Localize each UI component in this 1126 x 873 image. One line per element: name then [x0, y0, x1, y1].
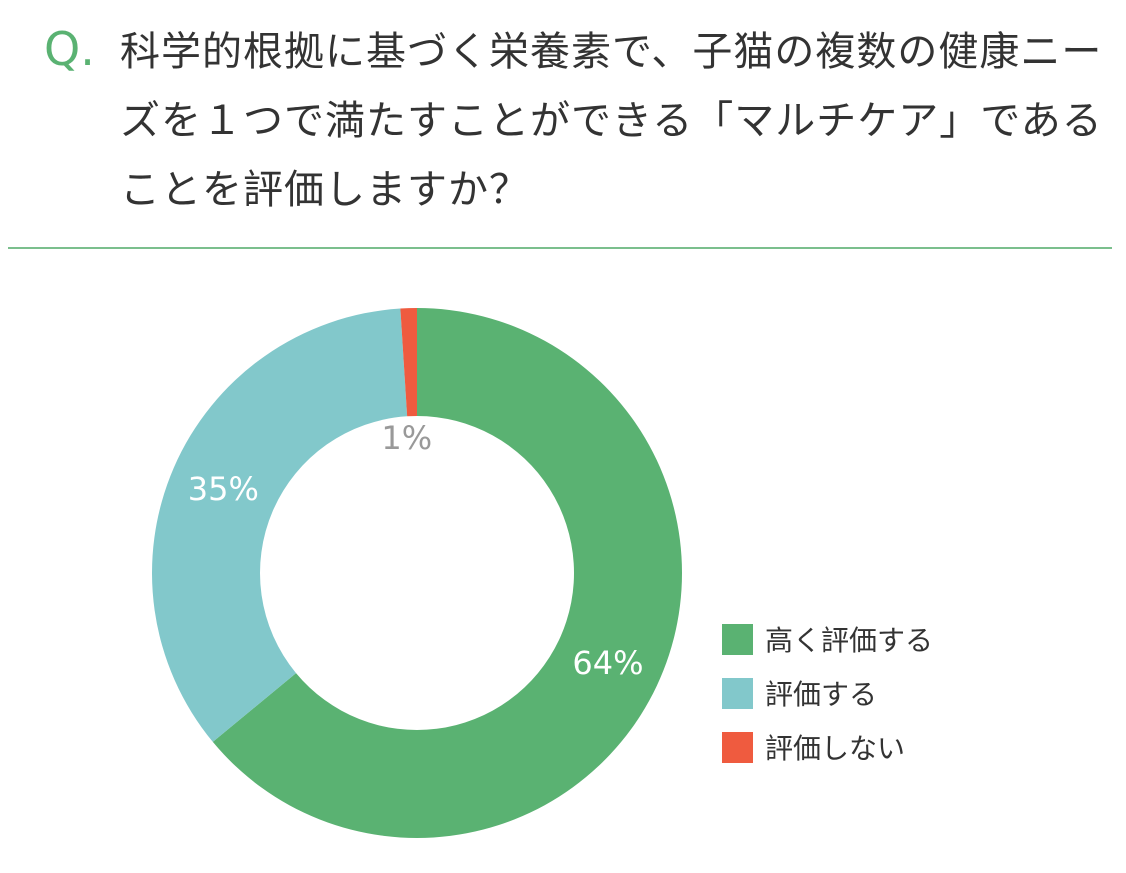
legend-label-high: 高く評価する — [765, 624, 934, 657]
slice-evaluate — [152, 308, 408, 742]
legend-swatch-evaluate — [722, 677, 753, 709]
question-mark: Q. — [44, 22, 95, 76]
legend: 高く評価する 評価する 評価しない — [722, 612, 933, 774]
divider — [8, 247, 1112, 249]
legend-swatch-not-evaluate — [722, 731, 753, 763]
question-block: Q. 科学的根拠に基づく栄養素で、子猫の複数の健康ニーズを１つで満たすことができ… — [44, 18, 1104, 225]
slice-not-evaluate — [400, 308, 417, 417]
legend-swatch-high — [722, 623, 753, 655]
legend-label-not-evaluate: 評価しない — [765, 732, 906, 765]
legend-item-not-evaluate: 評価しない — [722, 720, 933, 774]
slice-label-evaluate: 35% — [188, 470, 259, 508]
legend-item-high: 高く評価する — [722, 612, 933, 666]
slice-high — [212, 308, 683, 839]
legend-label-evaluate: 評価する — [765, 678, 878, 711]
question-text: 科学的根拠に基づく栄養素で、子猫の複数の健康ニーズを１つで満たすことができる「マ… — [120, 29, 1103, 213]
slice-label-high: 64% — [572, 644, 643, 682]
slice-label-not-evaluate: 1% — [381, 419, 432, 457]
legend-item-evaluate: 評価する — [722, 666, 933, 720]
